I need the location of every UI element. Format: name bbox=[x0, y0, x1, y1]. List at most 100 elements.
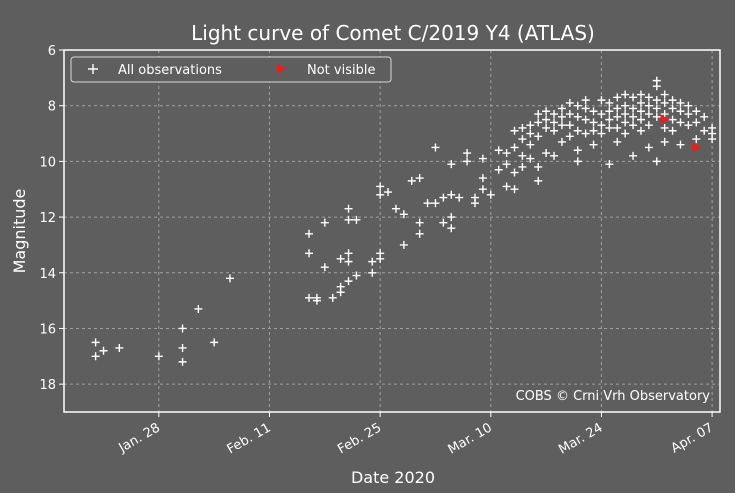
observation-point bbox=[573, 146, 582, 155]
observation-point bbox=[510, 143, 519, 152]
observation-point bbox=[352, 271, 361, 280]
observation-point bbox=[376, 254, 385, 263]
observation-point bbox=[652, 112, 661, 121]
y-tick-label: 12 bbox=[39, 211, 56, 226]
observation-point bbox=[589, 140, 598, 149]
observation-point bbox=[621, 90, 630, 99]
observation-point bbox=[336, 254, 345, 263]
grid-lines bbox=[64, 49, 720, 412]
observation-point bbox=[581, 115, 590, 124]
observation-point bbox=[636, 115, 645, 124]
observation-point bbox=[684, 110, 693, 119]
observation-point bbox=[502, 149, 511, 158]
y-tick-label: 6 bbox=[48, 44, 56, 59]
observation-point bbox=[328, 293, 337, 302]
observation-point bbox=[518, 162, 527, 171]
observation-point bbox=[589, 126, 598, 135]
y-tick-label: 10 bbox=[39, 155, 56, 170]
observation-point bbox=[526, 121, 535, 130]
observation-point bbox=[557, 137, 566, 146]
observation-point bbox=[644, 110, 653, 119]
observation-point bbox=[91, 338, 100, 347]
observation-point bbox=[676, 98, 685, 107]
observation-point bbox=[621, 118, 630, 127]
observation-point bbox=[613, 137, 622, 146]
observation-point bbox=[320, 218, 329, 227]
observation-point bbox=[613, 112, 622, 121]
observation-point bbox=[605, 160, 614, 169]
observation-point bbox=[621, 129, 630, 138]
observation-point bbox=[407, 176, 416, 185]
observation-point bbox=[581, 96, 590, 105]
observation-point bbox=[518, 123, 527, 132]
observation-point bbox=[391, 204, 400, 213]
observation-point bbox=[660, 98, 669, 107]
observation-point bbox=[502, 182, 511, 191]
observation-point bbox=[692, 135, 701, 144]
observation-point bbox=[605, 107, 614, 116]
observation-point bbox=[305, 249, 314, 258]
observation-point bbox=[668, 104, 677, 113]
observation-point bbox=[423, 199, 432, 208]
y-tick-label: 14 bbox=[39, 267, 56, 282]
observation-point bbox=[700, 112, 709, 121]
observation-point bbox=[652, 104, 661, 113]
legend: All observations Not visible bbox=[70, 56, 392, 83]
observation-point bbox=[447, 190, 456, 199]
legend-observations-label: All observations bbox=[118, 63, 222, 78]
observation-point bbox=[439, 218, 448, 227]
observation-point bbox=[542, 149, 551, 158]
observation-point bbox=[550, 118, 559, 127]
observation-point bbox=[478, 154, 487, 163]
observation-point bbox=[597, 96, 606, 105]
legend-observations-marker bbox=[88, 64, 98, 74]
observation-point bbox=[636, 107, 645, 116]
observation-point bbox=[463, 149, 472, 158]
observation-point bbox=[613, 93, 622, 102]
observation-point bbox=[652, 82, 661, 91]
observation-point bbox=[368, 268, 377, 277]
observation-point bbox=[565, 98, 574, 107]
observation-point bbox=[542, 115, 551, 124]
observation-point bbox=[518, 151, 527, 160]
copyright-annotation: COBS © Crni Vrh Observatory bbox=[516, 389, 711, 404]
observation-point bbox=[597, 121, 606, 130]
y-tick-label: 18 bbox=[39, 378, 56, 393]
observation-point bbox=[510, 126, 519, 135]
observation-point bbox=[526, 140, 535, 149]
observation-point bbox=[526, 154, 535, 163]
observation-point bbox=[629, 151, 638, 160]
observation-point bbox=[550, 110, 559, 119]
observation-point bbox=[589, 118, 598, 127]
observation-point bbox=[581, 104, 590, 113]
observation-point bbox=[557, 112, 566, 121]
observation-point bbox=[518, 135, 527, 144]
observation-point bbox=[478, 174, 487, 183]
observation-point bbox=[629, 93, 638, 102]
observation-point bbox=[415, 229, 424, 238]
observation-point bbox=[91, 352, 100, 361]
observation-point bbox=[573, 112, 582, 121]
observation-point bbox=[636, 98, 645, 107]
observation-point bbox=[550, 151, 559, 160]
observation-point bbox=[636, 126, 645, 135]
plot-frame bbox=[63, 49, 721, 413]
observation-point bbox=[597, 110, 606, 119]
observation-point bbox=[565, 110, 574, 119]
observation-point bbox=[494, 165, 503, 174]
observation-point bbox=[154, 352, 163, 361]
observation-point bbox=[486, 190, 495, 199]
observation-point bbox=[305, 229, 314, 238]
observation-point bbox=[613, 104, 622, 113]
observation-point bbox=[565, 132, 574, 141]
observation-point bbox=[605, 123, 614, 132]
observation-point bbox=[644, 93, 653, 102]
not-visible-point bbox=[660, 114, 670, 125]
observation-point bbox=[644, 143, 653, 152]
observation-point bbox=[557, 121, 566, 130]
observation-point bbox=[708, 135, 717, 144]
observation-point bbox=[194, 304, 203, 313]
observation-point bbox=[384, 188, 393, 197]
observation-point bbox=[668, 126, 677, 135]
observation-point bbox=[225, 274, 234, 283]
